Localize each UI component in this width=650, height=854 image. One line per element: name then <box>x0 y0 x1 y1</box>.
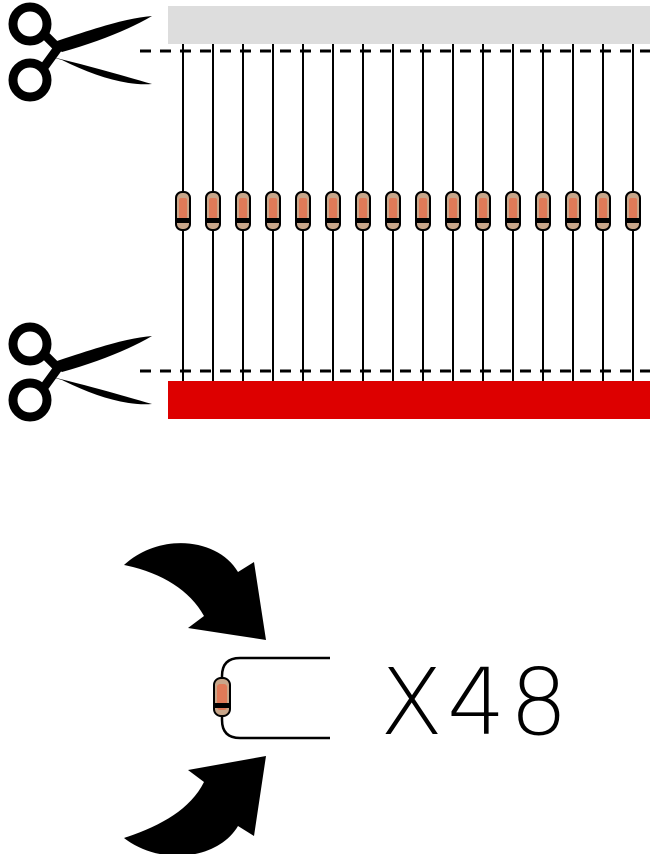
diode-glass <box>269 198 277 222</box>
diode-row <box>175 44 641 381</box>
diode-cathode-band <box>297 218 309 223</box>
scissors-icon <box>8 2 152 102</box>
diode-glass <box>569 198 577 222</box>
diode-glass <box>239 198 247 222</box>
diode-cathode-band <box>507 218 519 223</box>
diode-glass <box>509 198 517 222</box>
scissors-icon <box>8 322 152 422</box>
diode-cathode-band <box>567 218 579 223</box>
diode-glass <box>359 198 367 222</box>
diode-cathode-band <box>387 218 399 223</box>
bottom-tape-strip <box>168 381 650 419</box>
curved-arrow-icon <box>124 543 266 640</box>
diode-glass <box>329 198 337 222</box>
diode-glass <box>389 198 397 222</box>
diode-glass <box>479 198 487 222</box>
diode-glass <box>629 198 637 222</box>
bent-diode <box>213 656 330 740</box>
curved-arrow-icon <box>124 756 266 854</box>
top-tape-strip <box>168 6 650 44</box>
diode-cathode-band <box>417 218 429 223</box>
quantity-label: X48 <box>380 649 573 756</box>
diode-cathode-band <box>597 218 609 223</box>
diode-cathode-band <box>267 218 279 223</box>
diode-glass <box>299 198 307 222</box>
diode-cathode-band <box>177 218 189 223</box>
diode-glass <box>179 198 187 222</box>
diode-glass <box>209 198 217 222</box>
diode-glass <box>539 198 547 222</box>
diode-cathode-band <box>237 218 249 223</box>
diode-cathode-band <box>627 218 639 223</box>
diode-glass <box>419 198 427 222</box>
diode-cathode-band <box>207 218 219 223</box>
diode-cathode-band <box>537 218 549 223</box>
diode-cathode-band <box>477 218 489 223</box>
diode-cathode-band <box>447 218 459 223</box>
diode-cathode-band <box>327 218 339 223</box>
diode-glass <box>449 198 457 222</box>
diode-glass <box>599 198 607 222</box>
diode-cathode-band <box>357 218 369 223</box>
